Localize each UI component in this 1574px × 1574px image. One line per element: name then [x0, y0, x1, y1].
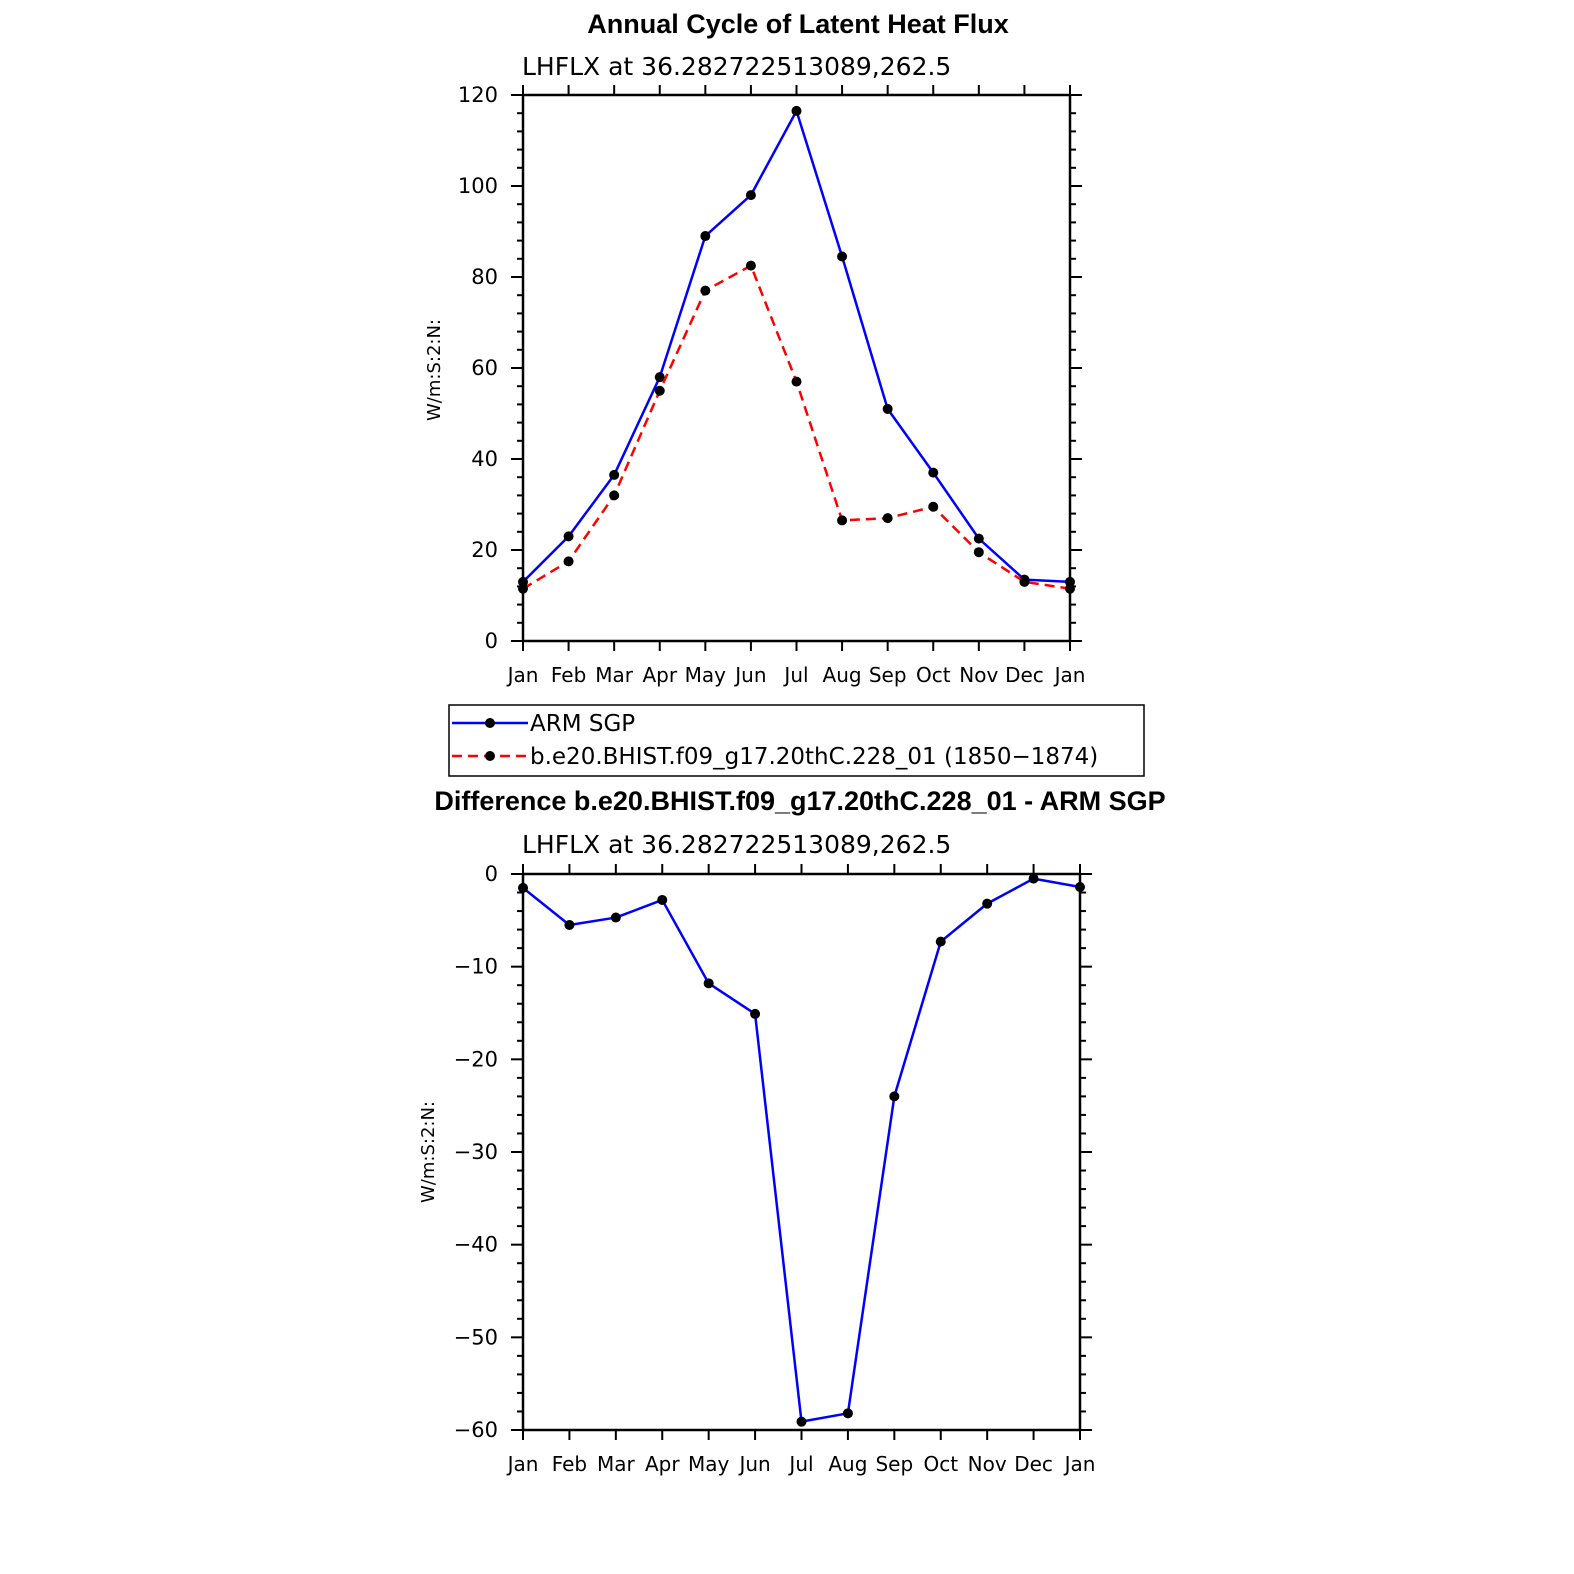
plot-frame [521, 872, 1082, 1432]
legend-marker-model [485, 751, 495, 761]
data-point [973, 547, 984, 558]
data-point [1065, 583, 1075, 594]
difference-chart: Difference b.e20.BHIST.f09_g17.20thC.228… [418, 786, 1166, 1476]
plot-area: Jan Feb Mar Apr May Jun Jul Aug Sep Oct Nov Dec Jan 0… [458, 83, 1086, 687]
x-tick-label: Jul [787, 1452, 813, 1476]
data-point [745, 190, 756, 201]
data-point [1075, 881, 1085, 892]
x-tick-label: Nov [959, 663, 998, 687]
data-point [791, 105, 802, 116]
chart-subtitle: LHFLX at 36.282722513089,262.5 [522, 830, 951, 859]
data-point [750, 1008, 761, 1019]
x-tick-label: Nov [968, 1452, 1007, 1476]
y-tick-label: 20 [471, 538, 498, 562]
x-tick-label: Jun [737, 1452, 770, 1476]
data-point [563, 531, 574, 542]
legend-box [448, 704, 1145, 777]
data-point [935, 936, 946, 947]
data-point [700, 231, 711, 242]
data-point [982, 898, 993, 909]
annual-cycle-chart: Annual Cycle of Latent Heat Flux LHFLX a… [424, 9, 1085, 687]
x-tick-label: Jan [1063, 1452, 1096, 1476]
y-tick-label: 40 [471, 447, 498, 471]
data-point [518, 583, 528, 594]
series-line-1 [522, 264, 1071, 590]
x-tick-label: Jun [733, 663, 766, 687]
x-tick-label: Apr [642, 663, 677, 687]
x-tick-label: Aug [823, 663, 862, 687]
data-point [654, 385, 665, 396]
x-tick-label: Mar [595, 663, 634, 687]
x-tick-label: Jan [1053, 663, 1086, 687]
x-tick-label: Dec [1005, 663, 1044, 687]
data-point [928, 467, 939, 478]
data-point [1028, 873, 1039, 884]
data-point [1019, 576, 1030, 587]
data-point [796, 1416, 807, 1427]
chart-subtitle: LHFLX at 36.282722513089,262.5 [522, 52, 951, 81]
data-point [563, 556, 574, 567]
x-tick-label: Oct [916, 663, 951, 687]
x-tick-label: Jan [506, 663, 539, 687]
x-tick-label: Dec [1014, 1452, 1053, 1476]
data-point [609, 490, 620, 501]
data-point [882, 403, 893, 414]
data-point [791, 376, 802, 387]
x-tick-label: Jan [506, 1452, 539, 1476]
data-point [609, 469, 620, 480]
x-tick-label: Feb [551, 663, 586, 687]
data-point [928, 501, 939, 512]
y-tick-label: 80 [471, 265, 498, 289]
legend-label-arm-sgp: ARM SGP [530, 711, 635, 737]
x-tick-label: Apr [645, 1452, 680, 1476]
y-tick-label: −40 [454, 1233, 498, 1257]
plot-area: Jan Feb Mar Apr May Jun Jul Aug Sep Oct Nov Dec Jan 0… [454, 862, 1096, 1476]
y-tick-label: −10 [454, 955, 498, 979]
data-point [842, 1408, 853, 1419]
chart-title: Annual Cycle of Latent Heat Flux [587, 9, 1009, 39]
data-point [654, 372, 665, 383]
x-tick-label: Oct [923, 1452, 958, 1476]
x-tick-label: Sep [869, 663, 907, 687]
series-line-0 [522, 109, 1071, 584]
x-tick-label: Aug [828, 1452, 867, 1476]
data-point [657, 894, 668, 905]
legend: ARM SGP b.e20.BHIST.f09_g17.20thC.228_01… [448, 704, 1145, 777]
y-tick-label: 100 [458, 174, 498, 198]
y-tick-label: −20 [454, 1047, 498, 1071]
y-tick-label: 0 [485, 862, 498, 886]
data-point [610, 912, 621, 923]
y-axis-label: W/m:S:2:N: [418, 1101, 439, 1203]
x-tick-label: Mar [597, 1452, 636, 1476]
data-point [837, 251, 848, 262]
y-tick-label: −50 [454, 1325, 498, 1349]
x-tick-label: May [685, 663, 727, 687]
data-point [745, 260, 756, 271]
data-point [837, 515, 848, 526]
y-tick-label: 60 [471, 356, 498, 380]
series-line-0 [522, 877, 1081, 1423]
x-tick-label: Sep [875, 1452, 913, 1476]
x-tick-label: May [688, 1452, 730, 1476]
data-point [882, 513, 893, 524]
y-axis-label: W/m:S:2:N: [424, 319, 445, 421]
data-point [703, 978, 714, 989]
y-tick-label: −30 [454, 1140, 498, 1164]
data-point [518, 882, 528, 893]
legend-label-model: b.e20.BHIST.f09_g17.20thC.228_01 (1850−1… [530, 744, 1098, 770]
legend-marker-arm-sgp [485, 718, 495, 728]
data-point [700, 285, 711, 296]
data-point [889, 1091, 900, 1102]
data-point [564, 919, 575, 930]
y-tick-label: 120 [458, 83, 498, 107]
y-tick-label: −60 [454, 1418, 498, 1442]
chart-title: Difference b.e20.BHIST.f09_g17.20thC.228… [434, 786, 1165, 816]
x-tick-label: Jul [782, 663, 808, 687]
data-point [973, 533, 984, 544]
y-tick-label: 0 [485, 629, 498, 653]
x-tick-label: Feb [552, 1452, 587, 1476]
